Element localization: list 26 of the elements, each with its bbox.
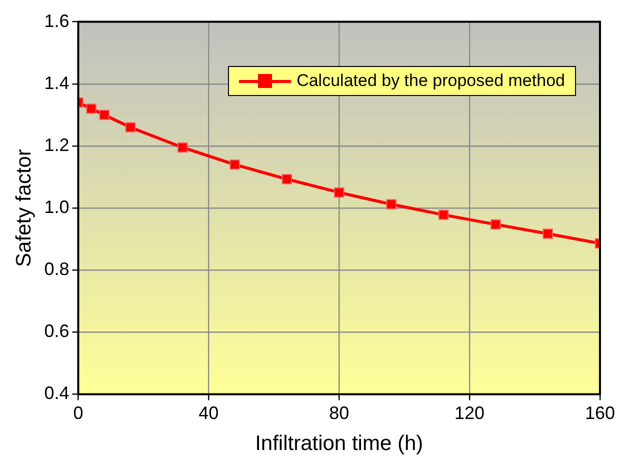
y-tick-label: 0.4 [44,383,70,404]
point [490,219,501,230]
x-tick-label: 80 [329,402,350,423]
y-tick-label: 1.0 [44,196,70,217]
y-tick-label: 1.6 [44,10,70,31]
x-axis-title: Infiltration time (h) [255,432,424,456]
point [99,110,110,120]
point [282,174,292,184]
point [386,199,396,210]
y-tick-label: 0.6 [44,321,70,342]
point [230,159,240,170]
point [334,187,344,198]
x-tick-label: 120 [454,402,485,423]
x-tick-label: 0 [73,402,84,423]
x-tick-label: 40 [198,402,219,423]
y-tick-label: 0.8 [44,259,70,280]
legend-label: Calculated by the proposed method [296,70,565,91]
y-tick-label: 1.4 [44,72,70,93]
point [542,228,553,239]
x-tick-label: 160 [584,402,616,423]
y-axis-title: Safety factor [12,149,36,267]
y-tick-label: 1.2 [44,134,70,155]
point [86,104,96,114]
point [125,122,136,132]
point [177,142,188,153]
point [438,210,449,220]
